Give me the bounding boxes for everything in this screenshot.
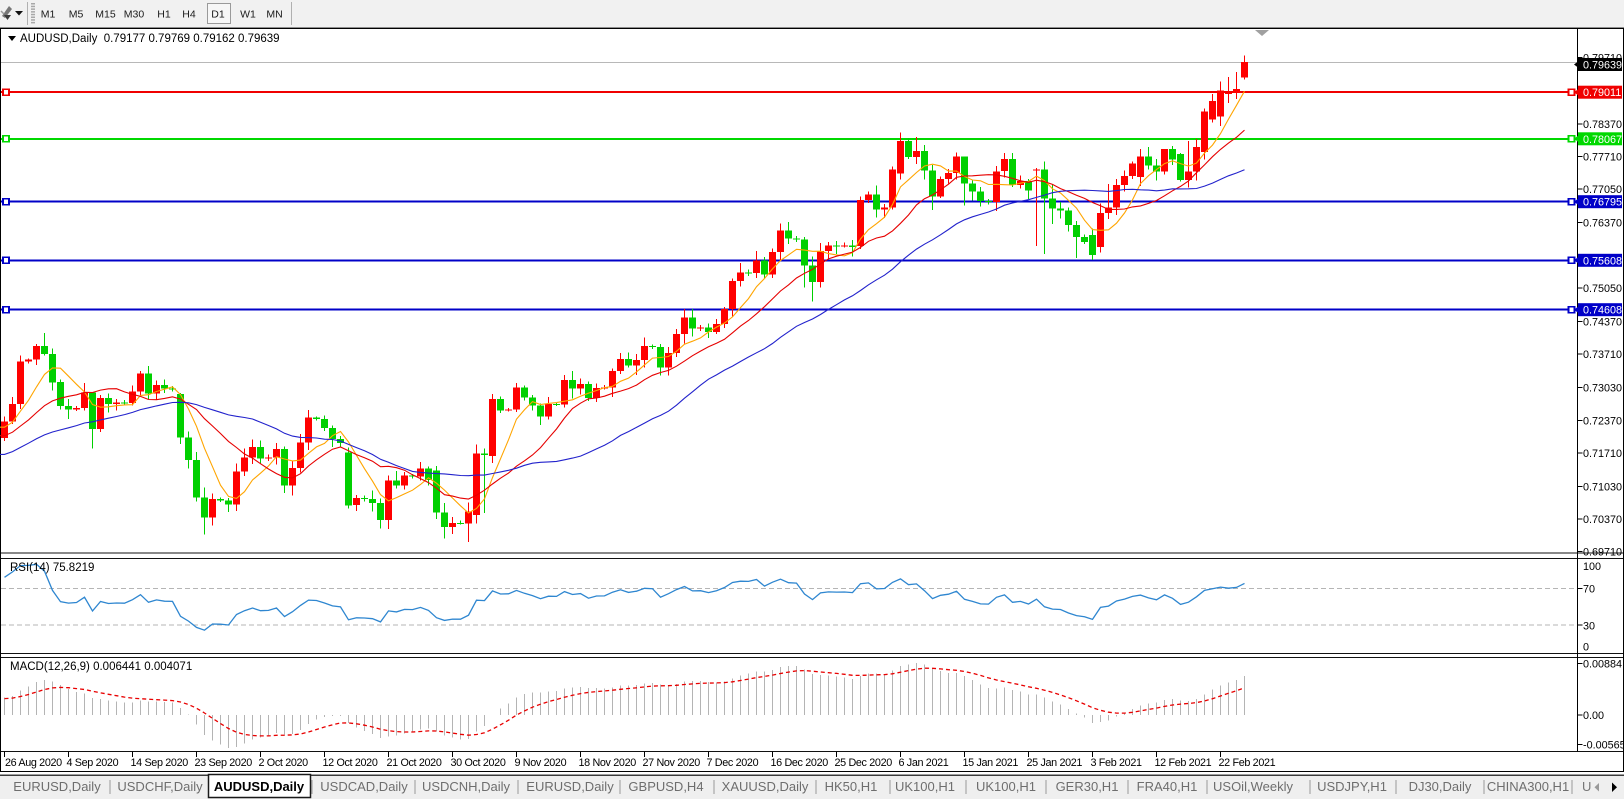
svg-text:H4: H4 [182, 9, 196, 21]
svg-text:70: 70 [1583, 584, 1595, 596]
svg-text:USDCAD,Daily: USDCAD,Daily [320, 779, 408, 794]
svg-text:25 Jan 2021: 25 Jan 2021 [1027, 757, 1083, 769]
svg-text:FRA40,H1: FRA40,H1 [1137, 779, 1198, 794]
svg-text:21 Oct 2020: 21 Oct 2020 [387, 757, 442, 769]
svg-text:0.74608: 0.74608 [1583, 305, 1622, 317]
svg-text:0.74370: 0.74370 [1583, 317, 1622, 329]
svg-text:0: 0 [1583, 642, 1589, 654]
svg-text:18 Nov 2020: 18 Nov 2020 [579, 757, 637, 769]
svg-text:23 Sep 2020: 23 Sep 2020 [195, 757, 253, 769]
svg-text:12 Oct 2020: 12 Oct 2020 [323, 757, 378, 769]
svg-text:W1: W1 [240, 9, 256, 21]
svg-text:0.73710: 0.73710 [1583, 349, 1622, 361]
svg-text:USOil,Weekly: USOil,Weekly [1213, 779, 1293, 794]
svg-text:0.78370: 0.78370 [1583, 119, 1622, 131]
svg-text:0.69710: 0.69710 [1583, 547, 1622, 559]
svg-text:0.76795: 0.76795 [1583, 197, 1622, 209]
svg-text:RSI(14) 75.8219: RSI(14) 75.8219 [10, 562, 94, 574]
svg-text:15 Jan 2021: 15 Jan 2021 [963, 757, 1019, 769]
svg-text:HK50,H1: HK50,H1 [825, 779, 878, 794]
svg-text:0.73030: 0.73030 [1583, 383, 1622, 395]
svg-text:0.78067: 0.78067 [1583, 134, 1622, 146]
svg-text:XAUUSD,Daily: XAUUSD,Daily [722, 779, 809, 794]
svg-text:9 Nov 2020: 9 Nov 2020 [515, 757, 567, 769]
svg-text:4 Sep 2020: 4 Sep 2020 [67, 757, 119, 769]
svg-text:GER30,H1: GER30,H1 [1056, 779, 1119, 794]
svg-text:22 Feb 2021: 22 Feb 2021 [1219, 757, 1276, 769]
svg-text:MACD(12,26,9) 0.006441 0.00407: MACD(12,26,9) 0.006441 0.004071 [10, 661, 192, 673]
svg-text:16 Dec 2020: 16 Dec 2020 [771, 757, 829, 769]
svg-text:USDCHF,Daily: USDCHF,Daily [117, 779, 203, 794]
svg-text:30: 30 [1583, 621, 1595, 633]
svg-text:U: U [1582, 779, 1591, 794]
svg-text:0.77710: 0.77710 [1583, 152, 1622, 164]
svg-text:M5: M5 [69, 9, 84, 21]
svg-text:14 Sep 2020: 14 Sep 2020 [131, 757, 189, 769]
svg-text:0.76370: 0.76370 [1583, 218, 1622, 230]
svg-text:26 Aug 2020: 26 Aug 2020 [5, 757, 62, 769]
svg-text:0.72370: 0.72370 [1583, 415, 1622, 427]
svg-text:AUDUSD,Daily 0.79177 0.79769: AUDUSD,Daily 0.79177 0.79769 0.79162 0.7… [20, 33, 280, 45]
svg-text:AUDUSD,Daily: AUDUSD,Daily [214, 779, 305, 794]
svg-text:M15: M15 [95, 9, 116, 21]
svg-text:6 Jan 2021: 6 Jan 2021 [899, 757, 949, 769]
svg-text:0.75608: 0.75608 [1583, 255, 1622, 267]
svg-text:0.70370: 0.70370 [1583, 514, 1622, 526]
svg-text:0.00: 0.00 [1583, 710, 1604, 722]
svg-text:MN: MN [266, 9, 282, 21]
svg-text:2 Oct 2020: 2 Oct 2020 [259, 757, 309, 769]
svg-text:0.75050: 0.75050 [1583, 283, 1622, 295]
svg-text:USDJPY,H1: USDJPY,H1 [1317, 779, 1387, 794]
svg-text:DJ30,Daily: DJ30,Daily [1409, 779, 1472, 794]
svg-text:UK100,H1: UK100,H1 [976, 779, 1036, 794]
svg-text:D1: D1 [211, 9, 225, 21]
svg-text:EURUSD,Daily: EURUSD,Daily [13, 779, 101, 794]
svg-text:0.79011: 0.79011 [1583, 87, 1621, 99]
svg-text:0.71030: 0.71030 [1583, 482, 1622, 494]
svg-text:0.77050: 0.77050 [1583, 184, 1622, 196]
svg-text:USDCNH,Daily: USDCNH,Daily [422, 779, 511, 794]
svg-text:M30: M30 [124, 9, 145, 21]
svg-text:0.79639: 0.79639 [1583, 60, 1622, 72]
svg-text:M1: M1 [41, 9, 56, 21]
svg-text:UK100,H1: UK100,H1 [895, 779, 955, 794]
svg-text:3 Feb 2021: 3 Feb 2021 [1091, 757, 1142, 769]
svg-text:12 Feb 2021: 12 Feb 2021 [1155, 757, 1212, 769]
svg-text:EURUSD,Daily: EURUSD,Daily [526, 779, 614, 794]
svg-text:30 Oct 2020: 30 Oct 2020 [451, 757, 506, 769]
svg-text:GBPUSD,H4: GBPUSD,H4 [628, 779, 703, 794]
svg-text:7 Dec 2020: 7 Dec 2020 [707, 757, 759, 769]
svg-text:100: 100 [1583, 561, 1601, 573]
svg-text:27 Nov 2020: 27 Nov 2020 [643, 757, 701, 769]
svg-text:H1: H1 [157, 9, 171, 21]
svg-text:-0.005651: -0.005651 [1583, 740, 1624, 752]
svg-text:25 Dec 2020: 25 Dec 2020 [835, 757, 893, 769]
svg-text:0.71710: 0.71710 [1583, 448, 1622, 460]
svg-text:CHINA300,H1: CHINA300,H1 [1487, 779, 1569, 794]
svg-text:0.00884: 0.00884 [1583, 659, 1622, 671]
